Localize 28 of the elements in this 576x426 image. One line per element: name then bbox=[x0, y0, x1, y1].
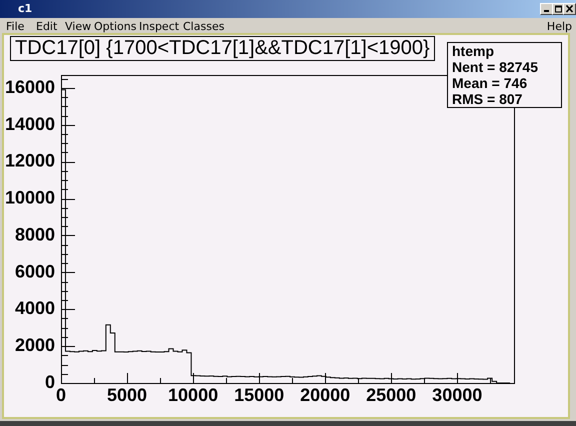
text: Classes bbox=[183, 20, 224, 33]
y-tick-label: 4000 bbox=[14, 298, 55, 318]
y-tick-label: 16000 bbox=[4, 76, 55, 97]
y-tick-label: 2000 bbox=[14, 335, 55, 356]
text: Edit bbox=[36, 20, 58, 33]
text: File bbox=[6, 20, 24, 33]
x-tick-label: 30000 bbox=[432, 384, 482, 405]
y-tick-label: 12000 bbox=[4, 150, 55, 171]
annotation: RMS = 807 bbox=[452, 91, 524, 107]
text: c1 bbox=[18, 2, 32, 15]
text: Help bbox=[546, 20, 572, 33]
x-tick-label: 5000 bbox=[107, 384, 148, 405]
y-tick-label: 14000 bbox=[4, 114, 55, 134]
x-tick-label: 10000 bbox=[168, 384, 218, 405]
text: View bbox=[65, 20, 92, 33]
annotation: Mean = 746 bbox=[452, 75, 528, 91]
y-tick-label: 8000 bbox=[14, 224, 55, 244]
y-tick-label: 0 bbox=[44, 372, 55, 392]
text: Options bbox=[94, 20, 136, 33]
text: Inspect bbox=[139, 20, 180, 33]
text: Nent = 82745 bbox=[452, 59, 539, 75]
y-tick-label: 10000 bbox=[4, 188, 55, 208]
x-tick-label: 15000 bbox=[234, 384, 284, 405]
text: htemp bbox=[452, 43, 495, 59]
y-tick-label: 6000 bbox=[14, 261, 55, 282]
x-tick-label: 25000 bbox=[366, 384, 416, 405]
x-tick-label: 20000 bbox=[300, 384, 350, 405]
chart-title: TDC17[0] {1700<TDC17[1]&&TDC17[1]<1900} bbox=[10, 36, 435, 61]
